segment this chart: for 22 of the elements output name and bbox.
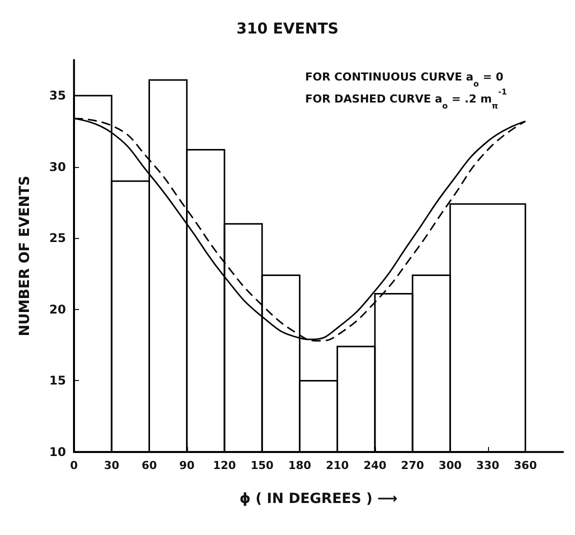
x-tick-label: 180 xyxy=(288,459,312,472)
x-tick-label: 240 xyxy=(363,459,387,472)
y-axis-title: NUMBER OF EVENTS xyxy=(17,176,33,336)
x-tick-label: 120 xyxy=(212,459,236,472)
x-tick-label: 360 xyxy=(514,459,538,472)
x-tick-label: 270 xyxy=(401,459,424,472)
x-axis-title: ϕ ( IN DEGREES ) ⟶ xyxy=(240,491,398,507)
x-tick-label: 30 xyxy=(104,459,120,472)
x-tick-label: 90 xyxy=(179,459,195,472)
x-tick-label: 210 xyxy=(326,459,350,472)
y-tick-label: 30 xyxy=(49,160,66,174)
y-tick-label: 20 xyxy=(49,302,66,316)
x-tick-label: 0 xyxy=(70,459,78,472)
chart-title: 310 EVENTS xyxy=(236,20,339,38)
x-tick-label: 60 xyxy=(142,459,158,472)
y-tick-label: 35 xyxy=(49,88,66,103)
x-tick-label: 300 xyxy=(438,459,462,472)
x-tick-label: 150 xyxy=(250,459,274,472)
y-tick-label: 15 xyxy=(49,374,66,388)
x-tick-label: 330 xyxy=(476,459,500,472)
y-tick-label: 25 xyxy=(49,231,66,246)
y-tick-label: 10 xyxy=(49,445,66,459)
